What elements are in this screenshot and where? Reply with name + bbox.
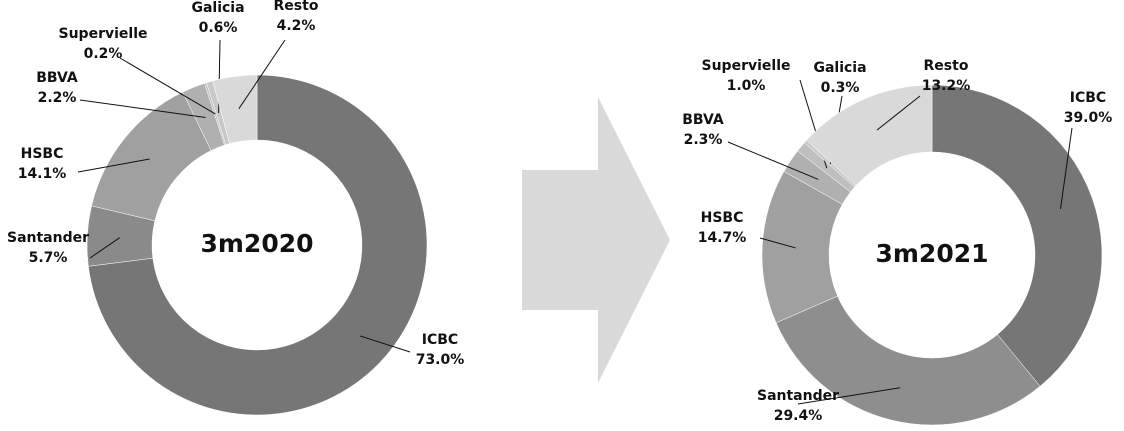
leader-line: [77, 158, 150, 173]
slice-label: Galicia: [813, 60, 866, 76]
donut-slice: [775, 295, 1041, 426]
leader-line: [759, 237, 796, 249]
leader-line: [727, 141, 819, 180]
slice-label: ICBC: [1070, 90, 1106, 106]
slice-value: 4.2%: [277, 18, 316, 34]
slice-label: BBVA: [682, 112, 724, 128]
slice-label: Santander: [757, 388, 839, 404]
slice-label: Santander: [7, 230, 89, 246]
center-title: 3m2020: [200, 229, 313, 258]
leader-line: [79, 99, 206, 118]
donut-slice: [212, 74, 258, 144]
center-title: 3m2021: [875, 239, 988, 268]
slice-label: Galicia: [191, 0, 244, 16]
slice-label: Supervielle: [702, 58, 791, 74]
donut-slice: [806, 84, 933, 186]
arrow: [522, 97, 670, 383]
slice-label: BBVA: [36, 70, 78, 86]
leader-line: [89, 237, 120, 259]
slice-value: 39.0%: [1064, 110, 1113, 126]
slice-label: HSBC: [701, 210, 744, 226]
leader-line: [238, 39, 286, 109]
slice-value: 0.6%: [199, 20, 238, 36]
slice-value: 14.7%: [698, 230, 747, 246]
donut-slice: [88, 74, 428, 416]
slice-label: Resto: [924, 58, 969, 74]
leader-line: [359, 335, 411, 353]
slice-label: HSBC: [21, 146, 64, 162]
slice-label: Resto: [274, 0, 319, 14]
leader-line: [1059, 127, 1073, 209]
leader-line: [797, 387, 901, 405]
leader-line: [876, 95, 921, 131]
slice-value: 0.3%: [821, 80, 860, 96]
slice-value: 0.2%: [84, 46, 123, 62]
leader-line: [119, 57, 216, 115]
slice-value: 73.0%: [416, 352, 465, 368]
donut-slice: [931, 84, 1103, 387]
slice-label: Supervielle: [59, 26, 148, 42]
slice-value: 1.0%: [727, 78, 766, 94]
slice-value: 13.2%: [922, 78, 971, 94]
slice-value: 5.7%: [29, 250, 68, 266]
slice-value: 2.3%: [684, 132, 723, 148]
slice-value: 2.2%: [38, 90, 77, 106]
slice-value: 14.1%: [18, 166, 67, 182]
slice-value: 29.4%: [774, 408, 823, 424]
slice-label: ICBC: [422, 332, 458, 348]
